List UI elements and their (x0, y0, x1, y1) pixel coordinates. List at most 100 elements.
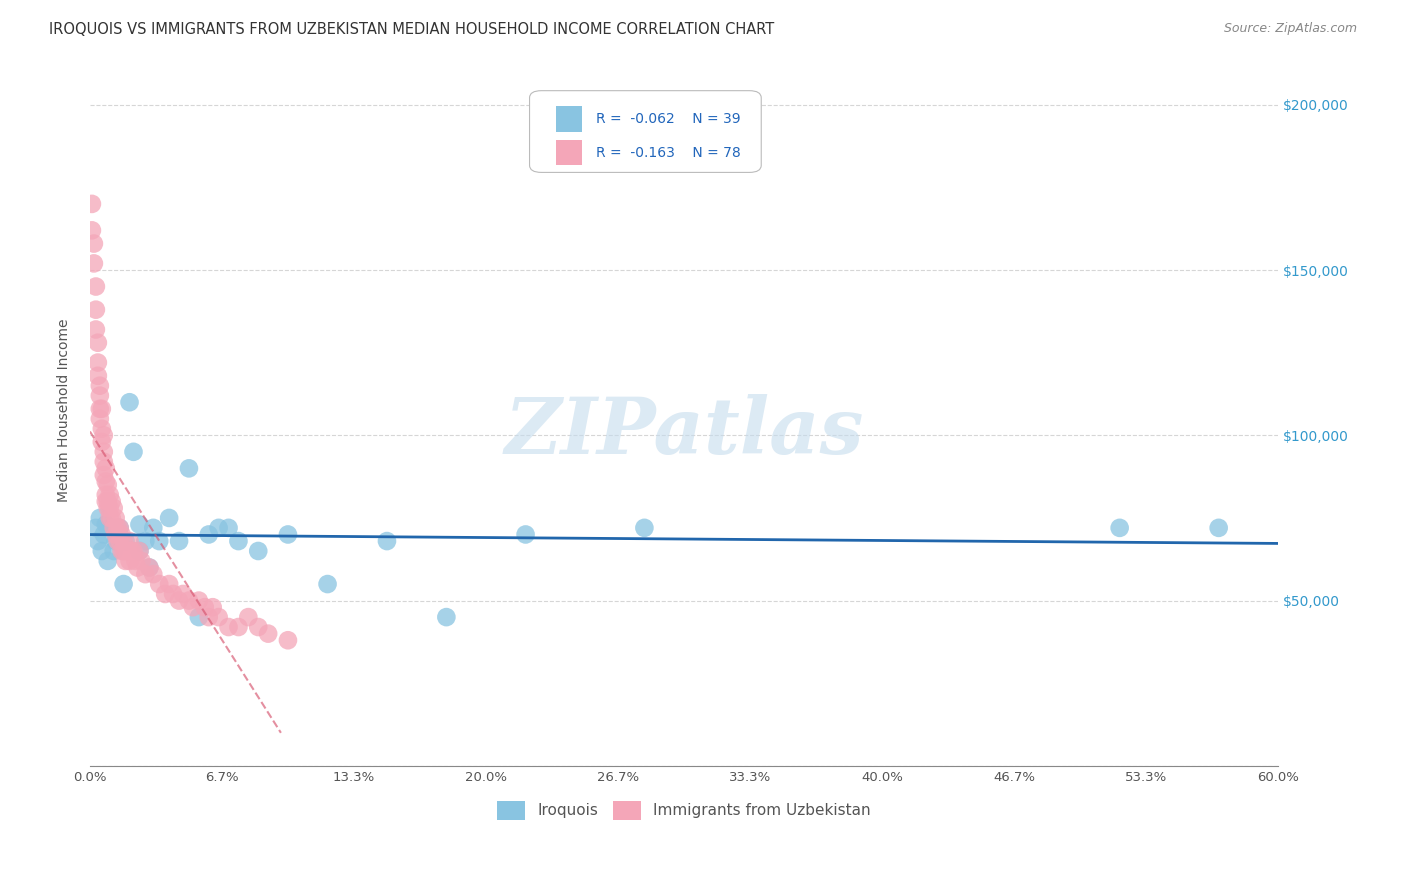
Point (228, 534, 250, 549)
Point (94, 517, 117, 532)
Point (167, 534, 190, 549)
Point (93, 467, 115, 482)
Point (108, 521, 131, 535)
Point (97, 478, 120, 492)
Point (112, 577, 135, 591)
Point (128, 544, 150, 558)
Point (110, 527, 132, 541)
Point (98, 511, 121, 525)
Point (98, 501, 121, 516)
Point (89, 389, 111, 403)
Point (277, 633, 299, 648)
Point (94, 475, 117, 489)
Point (247, 544, 270, 558)
Legend: Iroquois, Immigrants from Uzbekistan: Iroquois, Immigrants from Uzbekistan (491, 795, 877, 826)
Point (97, 554, 120, 568)
Point (90, 401, 112, 416)
Text: R =  -0.163    N = 78: R = -0.163 N = 78 (596, 145, 741, 160)
Point (375, 534, 398, 549)
Point (90, 434, 112, 449)
Point (138, 560, 160, 574)
Point (112, 544, 135, 558)
Point (277, 527, 299, 541)
Point (122, 544, 145, 558)
Y-axis label: Median Household Income: Median Household Income (58, 318, 72, 502)
Point (97, 494, 120, 508)
Point (124, 554, 146, 568)
Point (104, 534, 127, 549)
Point (104, 511, 127, 525)
Point (142, 567, 165, 582)
Point (87, 534, 110, 549)
FancyBboxPatch shape (530, 91, 761, 172)
Point (100, 494, 122, 508)
Point (197, 527, 219, 541)
Point (94, 494, 117, 508)
Point (633, 521, 655, 535)
Point (228, 620, 250, 634)
Point (316, 577, 339, 591)
Point (118, 395, 141, 409)
Point (153, 587, 176, 601)
Point (134, 567, 156, 582)
Point (87, 355, 110, 369)
Point (434, 610, 457, 624)
Point (148, 577, 170, 591)
Point (98, 521, 121, 535)
Point (247, 620, 270, 634)
Point (89, 401, 111, 416)
Point (127, 560, 149, 574)
Point (167, 593, 190, 607)
Point (187, 593, 209, 607)
Point (83, 256, 105, 270)
Point (122, 445, 145, 459)
Point (80, 223, 103, 237)
Point (114, 554, 136, 568)
Point (107, 527, 129, 541)
Point (93, 527, 115, 541)
Point (172, 587, 194, 601)
Point (84, 302, 107, 317)
Point (87, 368, 110, 383)
Point (93, 455, 115, 469)
Point (148, 534, 170, 549)
Point (107, 534, 129, 549)
Point (218, 620, 240, 634)
Point (89, 511, 111, 525)
Point (128, 544, 150, 558)
Point (87, 335, 110, 350)
Point (187, 610, 209, 624)
Point (93, 445, 115, 459)
Point (118, 534, 141, 549)
Point (103, 544, 125, 558)
Point (138, 560, 160, 574)
Point (181, 600, 204, 615)
Point (1108, 521, 1130, 535)
Point (93, 428, 115, 442)
Point (112, 534, 135, 549)
Point (80, 197, 103, 211)
Point (89, 411, 111, 425)
Point (114, 544, 136, 558)
Point (257, 626, 280, 640)
Point (194, 600, 217, 615)
Point (108, 521, 131, 535)
Point (208, 521, 231, 535)
Point (110, 544, 132, 558)
Point (117, 544, 139, 558)
Point (131, 554, 153, 568)
Point (84, 279, 107, 293)
Point (1208, 521, 1230, 535)
Point (201, 600, 224, 615)
Point (90, 422, 112, 436)
Point (84, 521, 107, 535)
Point (162, 587, 184, 601)
Point (238, 610, 260, 624)
Point (90, 544, 112, 558)
Point (128, 517, 150, 532)
Point (177, 593, 200, 607)
Point (218, 521, 240, 535)
Text: IROQUOIS VS IMMIGRANTS FROM UZBEKISTAN MEDIAN HOUSEHOLD INCOME CORRELATION CHART: IROQUOIS VS IMMIGRANTS FROM UZBEKISTAN M… (49, 22, 775, 37)
Point (107, 521, 129, 535)
Point (89, 378, 111, 392)
